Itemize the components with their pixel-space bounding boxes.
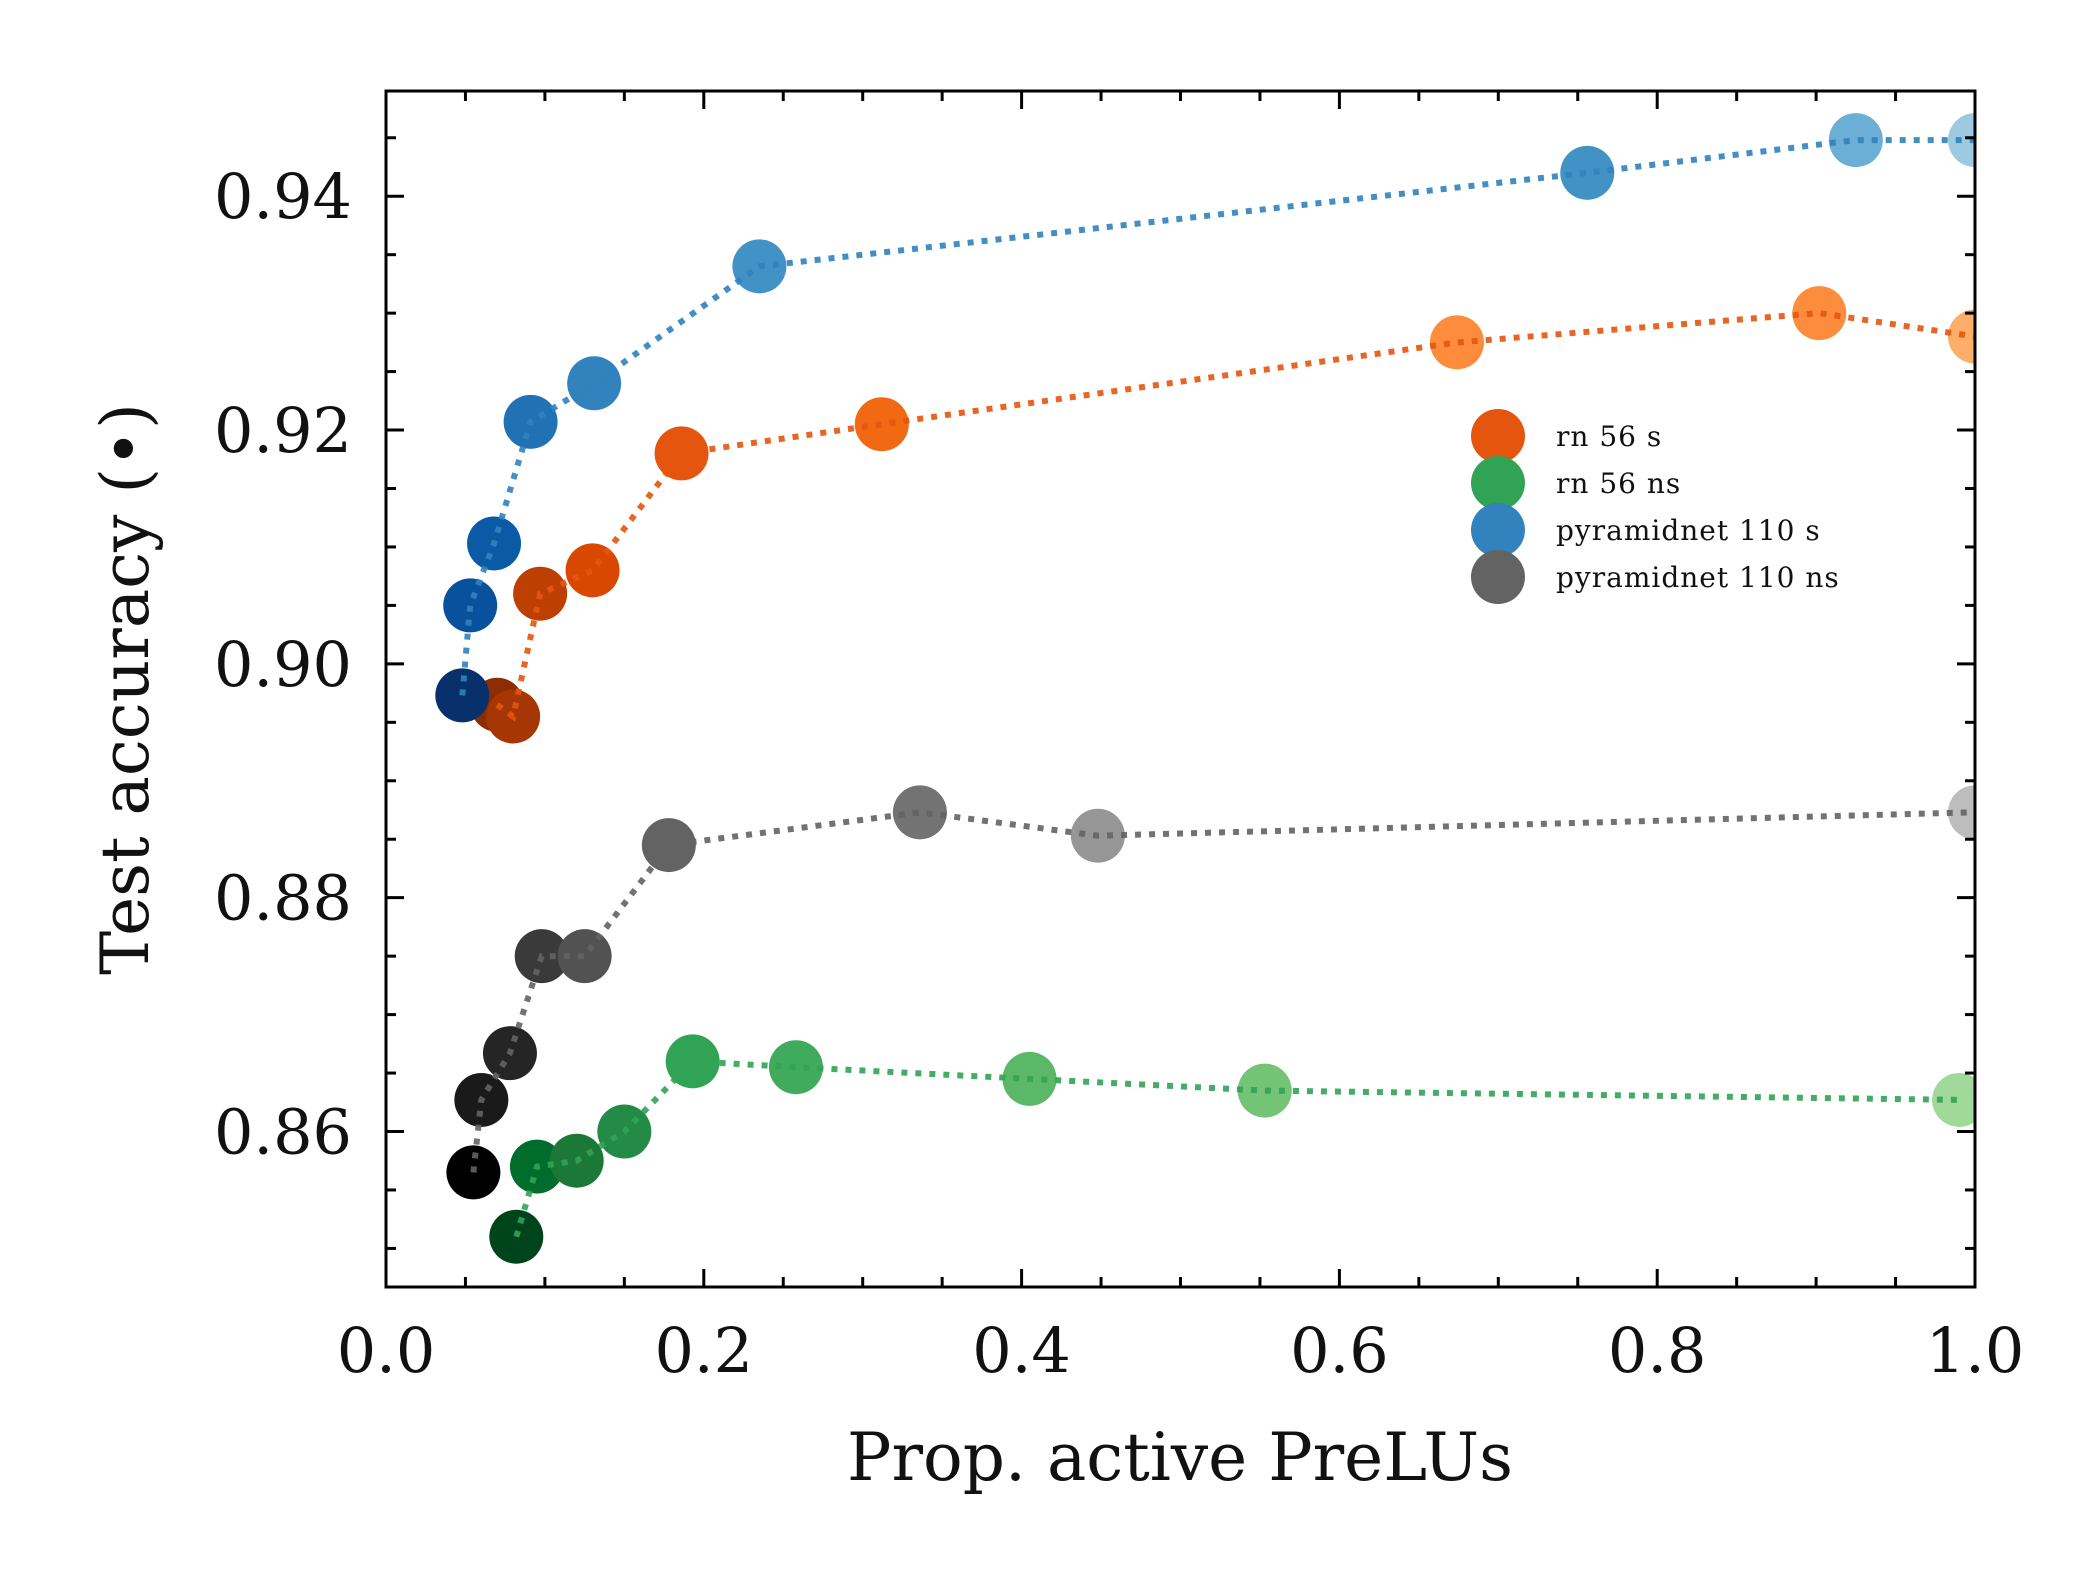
data-point: [567, 356, 622, 411]
axis-ticks: [384, 91, 1977, 1287]
data-point: [768, 1040, 823, 1095]
series-pyramidnet-110-ns: [446, 785, 1975, 1200]
x-tick-label: 0.4: [972, 1314, 1071, 1387]
x-tick-label: 1.0: [1926, 1314, 2025, 1387]
x-tick-label: 0.8: [1608, 1314, 1707, 1387]
data-point: [1429, 315, 1484, 370]
legend-marker: [1471, 550, 1525, 604]
data-point: [1828, 113, 1883, 168]
y-tick-label: 0.90: [214, 628, 352, 701]
data-point: [446, 1145, 501, 1200]
data-point: [654, 426, 709, 481]
legend-label: pyramidnet 110 s: [1556, 514, 1821, 547]
y-tick-label: 0.92: [214, 394, 352, 467]
data-point: [854, 397, 909, 452]
legend-label: rn 56 ns: [1556, 467, 1681, 500]
legend-marker: [1471, 503, 1525, 557]
series-line: [470, 809, 1975, 1173]
data-point: [435, 668, 490, 723]
data-point: [489, 1209, 544, 1264]
data-point: [1560, 145, 1615, 200]
x-tick-label: 0.6: [1290, 1314, 1389, 1387]
data-point: [443, 578, 498, 633]
series-rn-56-s: [470, 286, 1975, 744]
series-line: [513, 1058, 1960, 1238]
data-point: [641, 818, 696, 873]
data-point: [892, 785, 947, 840]
y-tick-label: 0.94: [214, 160, 352, 233]
legend-label: pyramidnet 110 ns: [1556, 561, 1840, 594]
series-line: [459, 137, 1975, 696]
x-tick-label: 0.0: [337, 1314, 436, 1387]
plot-frame: [384, 89, 1977, 1289]
data-point: [557, 929, 612, 984]
data-point: [1237, 1063, 1292, 1118]
series-line: [495, 310, 1975, 722]
y-axis-label: Test accuracy (•): [87, 403, 164, 975]
legend-label: rn 56 s: [1556, 420, 1662, 453]
series-pyramidnet-110-s: [435, 113, 1975, 723]
data-point: [1792, 286, 1847, 341]
x-axis-label: Prop. active PreLUs: [847, 1419, 1513, 1496]
plot-area: [435, 113, 1975, 1264]
legend-marker: [1471, 456, 1525, 510]
y-tick-label: 0.88: [214, 862, 352, 935]
data-point: [565, 543, 620, 598]
series-rn-56-ns: [489, 1034, 1975, 1264]
tick-labels: 0.0 0.2 0.4 0.6 0.8 1.0 0.86 0.88 0.90 0.92 0.94: [214, 160, 2024, 1387]
x-tick-label: 0.2: [654, 1314, 753, 1387]
legend: rn 56 s rn 56 ns pyramidnet 110 s pyramidne…: [1471, 409, 1840, 604]
legend-marker: [1471, 409, 1525, 463]
y-tick-label: 0.86: [214, 1096, 352, 1169]
